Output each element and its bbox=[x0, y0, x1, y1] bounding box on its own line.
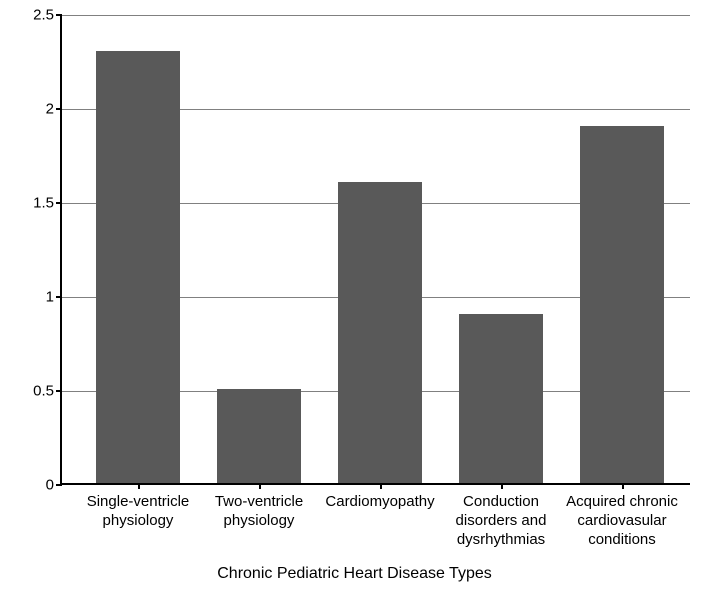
x-tick bbox=[380, 483, 382, 489]
x-tick-label: Acquired chroniccardiovasularconditions bbox=[557, 493, 687, 549]
bar bbox=[580, 126, 664, 483]
y-tick-label: 2.5 bbox=[33, 7, 62, 24]
y-tick-label: 1.5 bbox=[33, 195, 62, 212]
bar-chart: 0 0.5 1 1.5 2 2.5 Single-ventriclephysiologyTw… bbox=[0, 0, 709, 594]
bar bbox=[96, 51, 180, 483]
y-tick-label: 0.5 bbox=[33, 383, 62, 400]
x-tick bbox=[622, 483, 624, 489]
x-axis-title: Chronic Pediatric Heart Disease Types bbox=[217, 565, 492, 583]
x-tick-label: Cardiomyopathy bbox=[315, 493, 445, 512]
x-tick-label: Two-ventriclephysiology bbox=[194, 493, 324, 531]
x-tick-label: Conductiondisorders anddysrhythmias bbox=[436, 493, 566, 549]
y-tick-label: 0 bbox=[46, 477, 62, 494]
bar bbox=[217, 389, 301, 483]
x-tick-label: Single-ventriclephysiology bbox=[73, 493, 203, 531]
x-tick bbox=[501, 483, 503, 489]
bar bbox=[338, 182, 422, 483]
x-tick bbox=[138, 483, 140, 489]
x-tick bbox=[259, 483, 261, 489]
bar bbox=[459, 314, 543, 483]
plot-area: 00.511.522.5Single-ventriclephysiologyTw… bbox=[60, 15, 690, 485]
grid-line bbox=[62, 15, 690, 16]
y-tick-label: 2 bbox=[46, 101, 62, 118]
y-tick-label: 1 bbox=[46, 289, 62, 306]
